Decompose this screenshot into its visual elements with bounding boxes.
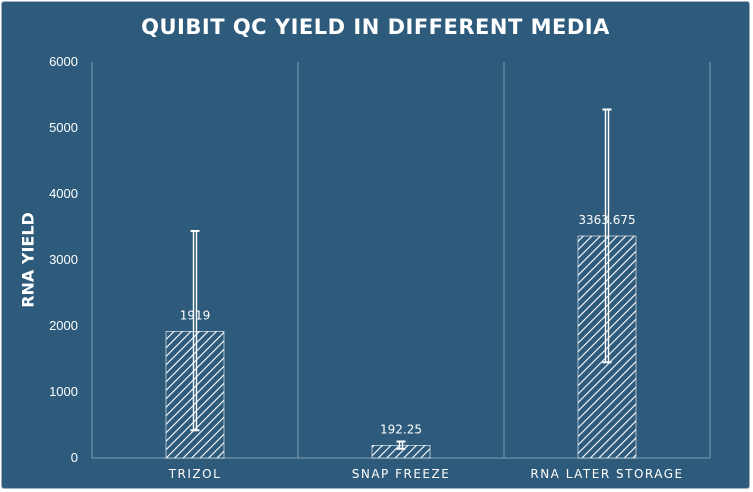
data-label: 3363.675 xyxy=(578,213,635,227)
y-tick-label: 5000 xyxy=(49,120,78,135)
data-label: 1919 xyxy=(180,308,211,322)
x-tick-label: RNA LATER STORAGE xyxy=(530,467,683,481)
chart-title: QUIBIT QC YIELD IN DIFFERENT MEDIA xyxy=(141,15,610,39)
y-tick-label: 3000 xyxy=(49,252,78,267)
y-tick-label: 6000 xyxy=(49,54,78,69)
bar xyxy=(165,331,225,459)
y-tick-label: 1000 xyxy=(49,384,78,399)
x-tick-label: SNAP FREEZE xyxy=(352,467,451,481)
x-tick-label: TRIZOL xyxy=(168,467,222,481)
bar xyxy=(371,445,431,459)
data-label: 192.25 xyxy=(380,422,422,436)
bar xyxy=(577,235,637,459)
y-tick-label: 4000 xyxy=(49,186,78,201)
y-tick-label: 2000 xyxy=(49,318,78,333)
y-tick-label: 0 xyxy=(71,450,78,465)
